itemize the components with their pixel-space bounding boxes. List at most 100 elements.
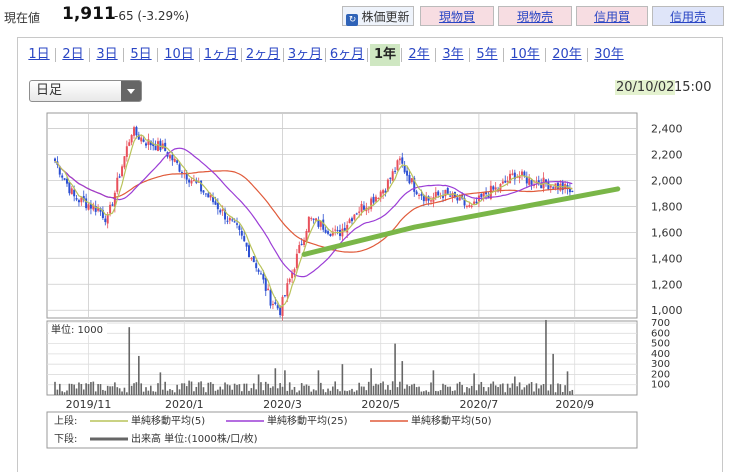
- volume-bar: [463, 392, 466, 395]
- legend-lower-label: 下段:: [54, 432, 77, 445]
- chart-type-select[interactable]: 日足: [29, 80, 142, 102]
- refresh-label: 株価更新: [361, 10, 410, 24]
- volume-bar: [458, 381, 461, 395]
- candle-body: [271, 304, 274, 306]
- volume-bar: [509, 387, 511, 395]
- volume-bar: [468, 388, 471, 395]
- price-tick-label: 2,200: [651, 149, 683, 162]
- volume-bar: [379, 383, 382, 395]
- volume-bar: [549, 384, 552, 395]
- period-separator: [241, 48, 242, 62]
- volume-bar: [135, 382, 138, 395]
- volume-bar: [250, 388, 253, 395]
- candle-body: [418, 194, 421, 196]
- volume-bar: [267, 383, 269, 395]
- volume-bar: [487, 387, 490, 395]
- volume-bar: [396, 387, 399, 395]
- volume-bar: [260, 382, 262, 395]
- volume-bar: [241, 391, 243, 395]
- margin-sell-button[interactable]: 信用売: [652, 6, 724, 26]
- volume-bar: [68, 383, 71, 395]
- volume-bar: [423, 391, 425, 395]
- period-tab-3[interactable]: 5日: [130, 47, 152, 62]
- legend-ma25: 単純移動平均(25): [267, 414, 348, 427]
- period-tab-11[interactable]: 3年: [442, 47, 464, 62]
- volume-bar: [217, 389, 219, 395]
- candle-body: [168, 155, 171, 159]
- candle-body: [200, 180, 203, 192]
- volume-bar: [411, 384, 413, 395]
- volume-bar: [90, 382, 92, 395]
- volume-bar: [566, 371, 569, 395]
- volume-bar: [564, 385, 566, 395]
- period-tab-6[interactable]: 2ヶ月: [245, 47, 281, 62]
- candle-body: [63, 178, 66, 180]
- volume-bar: [207, 382, 210, 395]
- period-tab-13[interactable]: 10年: [510, 47, 540, 62]
- period-separator: [401, 48, 402, 62]
- margin-buy-button[interactable]: 信用買: [576, 6, 648, 26]
- candle-body: [465, 206, 468, 208]
- candle-body: [293, 269, 296, 273]
- volume-bar: [173, 392, 176, 395]
- candle-body: [530, 180, 533, 185]
- refresh-price-button[interactable]: ↻ 株価更新: [342, 6, 414, 26]
- x-tick-label: 2019/11: [66, 398, 112, 411]
- period-tab-2[interactable]: 3日: [96, 47, 118, 62]
- candle-body: [137, 134, 140, 140]
- period-tab-4[interactable]: 10日: [164, 47, 194, 62]
- cash-sell-button[interactable]: 現物売: [498, 6, 572, 26]
- volume-bar: [365, 390, 368, 395]
- volume-bar: [523, 387, 526, 395]
- price-plot-area: [46, 112, 638, 319]
- period-tab-8[interactable]: 6ヶ月: [329, 47, 365, 62]
- period-tab-15[interactable]: 30年: [594, 47, 624, 62]
- volume-bar: [73, 384, 75, 395]
- volume-bar: [58, 383, 61, 395]
- candle-body: [133, 127, 136, 136]
- period-tab-7[interactable]: 3ヶ月: [287, 47, 323, 62]
- volume-bar: [408, 386, 411, 395]
- candle-body: [233, 221, 236, 223]
- volume-bar: [70, 383, 73, 395]
- volume-bar: [202, 387, 205, 395]
- volume-bar: [63, 392, 66, 395]
- volume-bar: [537, 388, 540, 395]
- period-tab-1[interactable]: 2日: [62, 47, 84, 62]
- candle-body: [489, 185, 492, 199]
- period-tab-10[interactable]: 2年: [408, 47, 430, 62]
- cash-buy-button[interactable]: 現物買: [420, 6, 494, 26]
- current-price-value: 1,911: [62, 4, 116, 24]
- candle-body: [475, 201, 478, 204]
- candle-body: [343, 227, 346, 231]
- candle-body: [58, 166, 61, 175]
- candle-body: [353, 214, 356, 220]
- candle-body: [188, 179, 191, 183]
- volume-bar: [116, 387, 119, 395]
- volume-bar: [504, 392, 507, 395]
- period-separator: [469, 48, 470, 62]
- volume-bar: [269, 387, 272, 395]
- candle-body: [422, 194, 425, 202]
- volume-bar: [372, 385, 375, 395]
- volume-bar: [526, 385, 528, 395]
- period-tab-0[interactable]: 1日: [28, 47, 50, 62]
- candle-body: [185, 172, 188, 180]
- period-tab-9[interactable]: 1年: [370, 44, 400, 66]
- candle-body: [73, 189, 76, 197]
- period-separator: [503, 48, 504, 62]
- period-tab-12[interactable]: 5年: [476, 47, 498, 62]
- volume-unit-label: 単位: 1000: [51, 323, 103, 336]
- volume-bar: [470, 385, 473, 395]
- period-tab-14[interactable]: 20年: [552, 47, 582, 62]
- candle-body: [298, 245, 301, 254]
- volume-bar: [312, 389, 315, 395]
- volume-bar: [284, 370, 286, 395]
- candle-body: [68, 182, 71, 194]
- candle-body: [552, 187, 555, 189]
- volume-bar: [518, 382, 521, 395]
- volume-bar: [434, 390, 437, 395]
- candle-body: [556, 182, 559, 189]
- volume-bar: [499, 384, 502, 395]
- period-tab-5[interactable]: 1ヶ月: [203, 47, 239, 62]
